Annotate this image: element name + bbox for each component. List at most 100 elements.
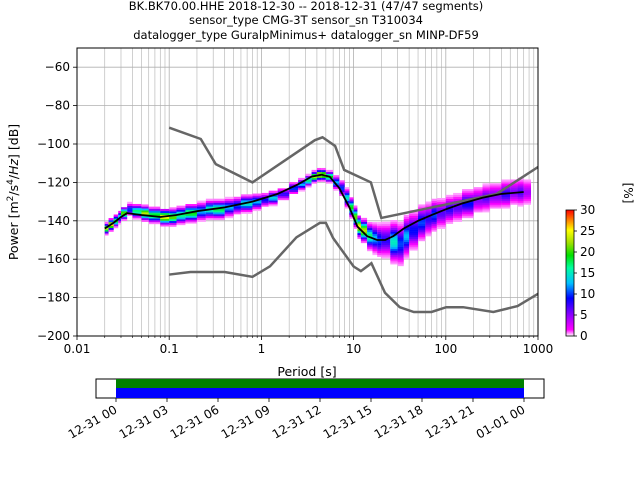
density-cell	[141, 210, 149, 213]
density-cell	[473, 206, 483, 209]
density-cell	[176, 222, 186, 226]
density-cell	[445, 212, 454, 215]
density-cell	[311, 181, 317, 184]
density-cell	[268, 202, 278, 205]
density-cell	[390, 258, 398, 261]
density-cell	[127, 201, 133, 204]
density-cell	[390, 246, 398, 250]
density-cell	[462, 208, 474, 211]
y-tick-label: −160	[37, 252, 70, 266]
density-cell	[268, 204, 278, 207]
density-cell	[482, 198, 490, 201]
density-cell	[333, 186, 340, 189]
density-cell	[353, 226, 358, 229]
density-cell	[298, 179, 306, 182]
density-cell	[148, 210, 161, 213]
density-cell	[160, 210, 170, 214]
density-cell	[462, 206, 474, 209]
density-cell	[517, 204, 524, 207]
density-cell	[403, 214, 410, 218]
density-cell	[176, 221, 186, 224]
density-cell	[261, 198, 269, 201]
density-cell	[357, 225, 361, 228]
figure-title: BK.BK70.00.HHE 2018-12-30 -- 2018-12-31 …	[129, 0, 483, 42]
density-cell	[367, 224, 373, 227]
title-line-2: sensor_type CMG-3T sensor_sn T310034	[189, 13, 423, 27]
density-cell	[325, 177, 334, 180]
density-cell	[224, 208, 234, 211]
density-cell	[445, 204, 454, 207]
density-cell	[489, 198, 502, 201]
density-cell	[160, 208, 170, 212]
density-cell	[240, 207, 253, 210]
colorbar-ticks: 0 5 10 15 20 25 30	[574, 203, 595, 343]
density-cell	[321, 167, 326, 171]
density-cell	[127, 209, 133, 212]
density-cell	[104, 227, 109, 230]
density-cell	[523, 194, 532, 198]
density-cell	[445, 200, 454, 203]
density-cell	[377, 245, 382, 248]
density-cell	[118, 220, 121, 223]
density-cell	[445, 196, 454, 199]
density-cell	[510, 179, 518, 182]
density-cell	[431, 221, 437, 224]
density-cell	[377, 231, 382, 234]
density-cell	[316, 167, 322, 171]
density-cell	[381, 248, 391, 251]
density-cell	[473, 204, 483, 207]
density-cell	[353, 215, 358, 218]
density-cell	[510, 183, 518, 186]
density-cell	[517, 200, 524, 203]
density-cell	[321, 171, 326, 174]
density-cell	[377, 223, 382, 227]
x-axis-label: Period [s]	[277, 364, 336, 379]
density-cell	[268, 196, 278, 199]
density-cell	[482, 204, 490, 207]
density-cell	[360, 225, 368, 228]
density-cell	[367, 239, 373, 242]
density-cell	[333, 180, 340, 184]
density-cell	[436, 201, 446, 205]
density-cell	[372, 229, 378, 233]
density-cell	[418, 227, 426, 230]
density-cell	[233, 200, 241, 203]
density-cell	[213, 214, 225, 217]
density-cell	[113, 216, 119, 219]
density-cell	[473, 200, 483, 203]
plot-frame	[76, 47, 539, 337]
density-cell	[333, 184, 340, 188]
density-cell	[425, 218, 432, 221]
density-cell	[397, 239, 404, 242]
density-cell	[523, 187, 532, 190]
density-cell	[240, 211, 253, 214]
density-cell	[397, 225, 404, 228]
density-cell	[473, 208, 483, 211]
density-cell	[381, 242, 391, 246]
density-cell	[390, 239, 398, 242]
density-cell	[372, 226, 378, 229]
density-cell	[372, 252, 378, 256]
density-cell	[517, 187, 524, 190]
density-cell	[344, 187, 350, 190]
density-cell	[360, 239, 368, 242]
density-cell	[482, 189, 490, 192]
density-cell	[409, 236, 419, 240]
density-cell	[213, 200, 225, 203]
density-cell	[377, 229, 382, 232]
density-cell	[325, 169, 334, 173]
density-cell	[333, 179, 340, 182]
density-cell	[381, 221, 391, 224]
density-cell	[418, 221, 426, 224]
density-cell	[127, 203, 133, 206]
density-cell	[431, 214, 437, 217]
density-cell	[339, 189, 345, 193]
density-cell	[381, 229, 391, 232]
density-cell	[213, 217, 225, 221]
density-cell	[196, 200, 206, 203]
density-cell	[305, 181, 312, 184]
colorbar-tick-label: 0	[580, 329, 588, 343]
density-cell	[381, 223, 391, 226]
density-cell	[120, 207, 128, 210]
density-cell	[367, 245, 373, 248]
